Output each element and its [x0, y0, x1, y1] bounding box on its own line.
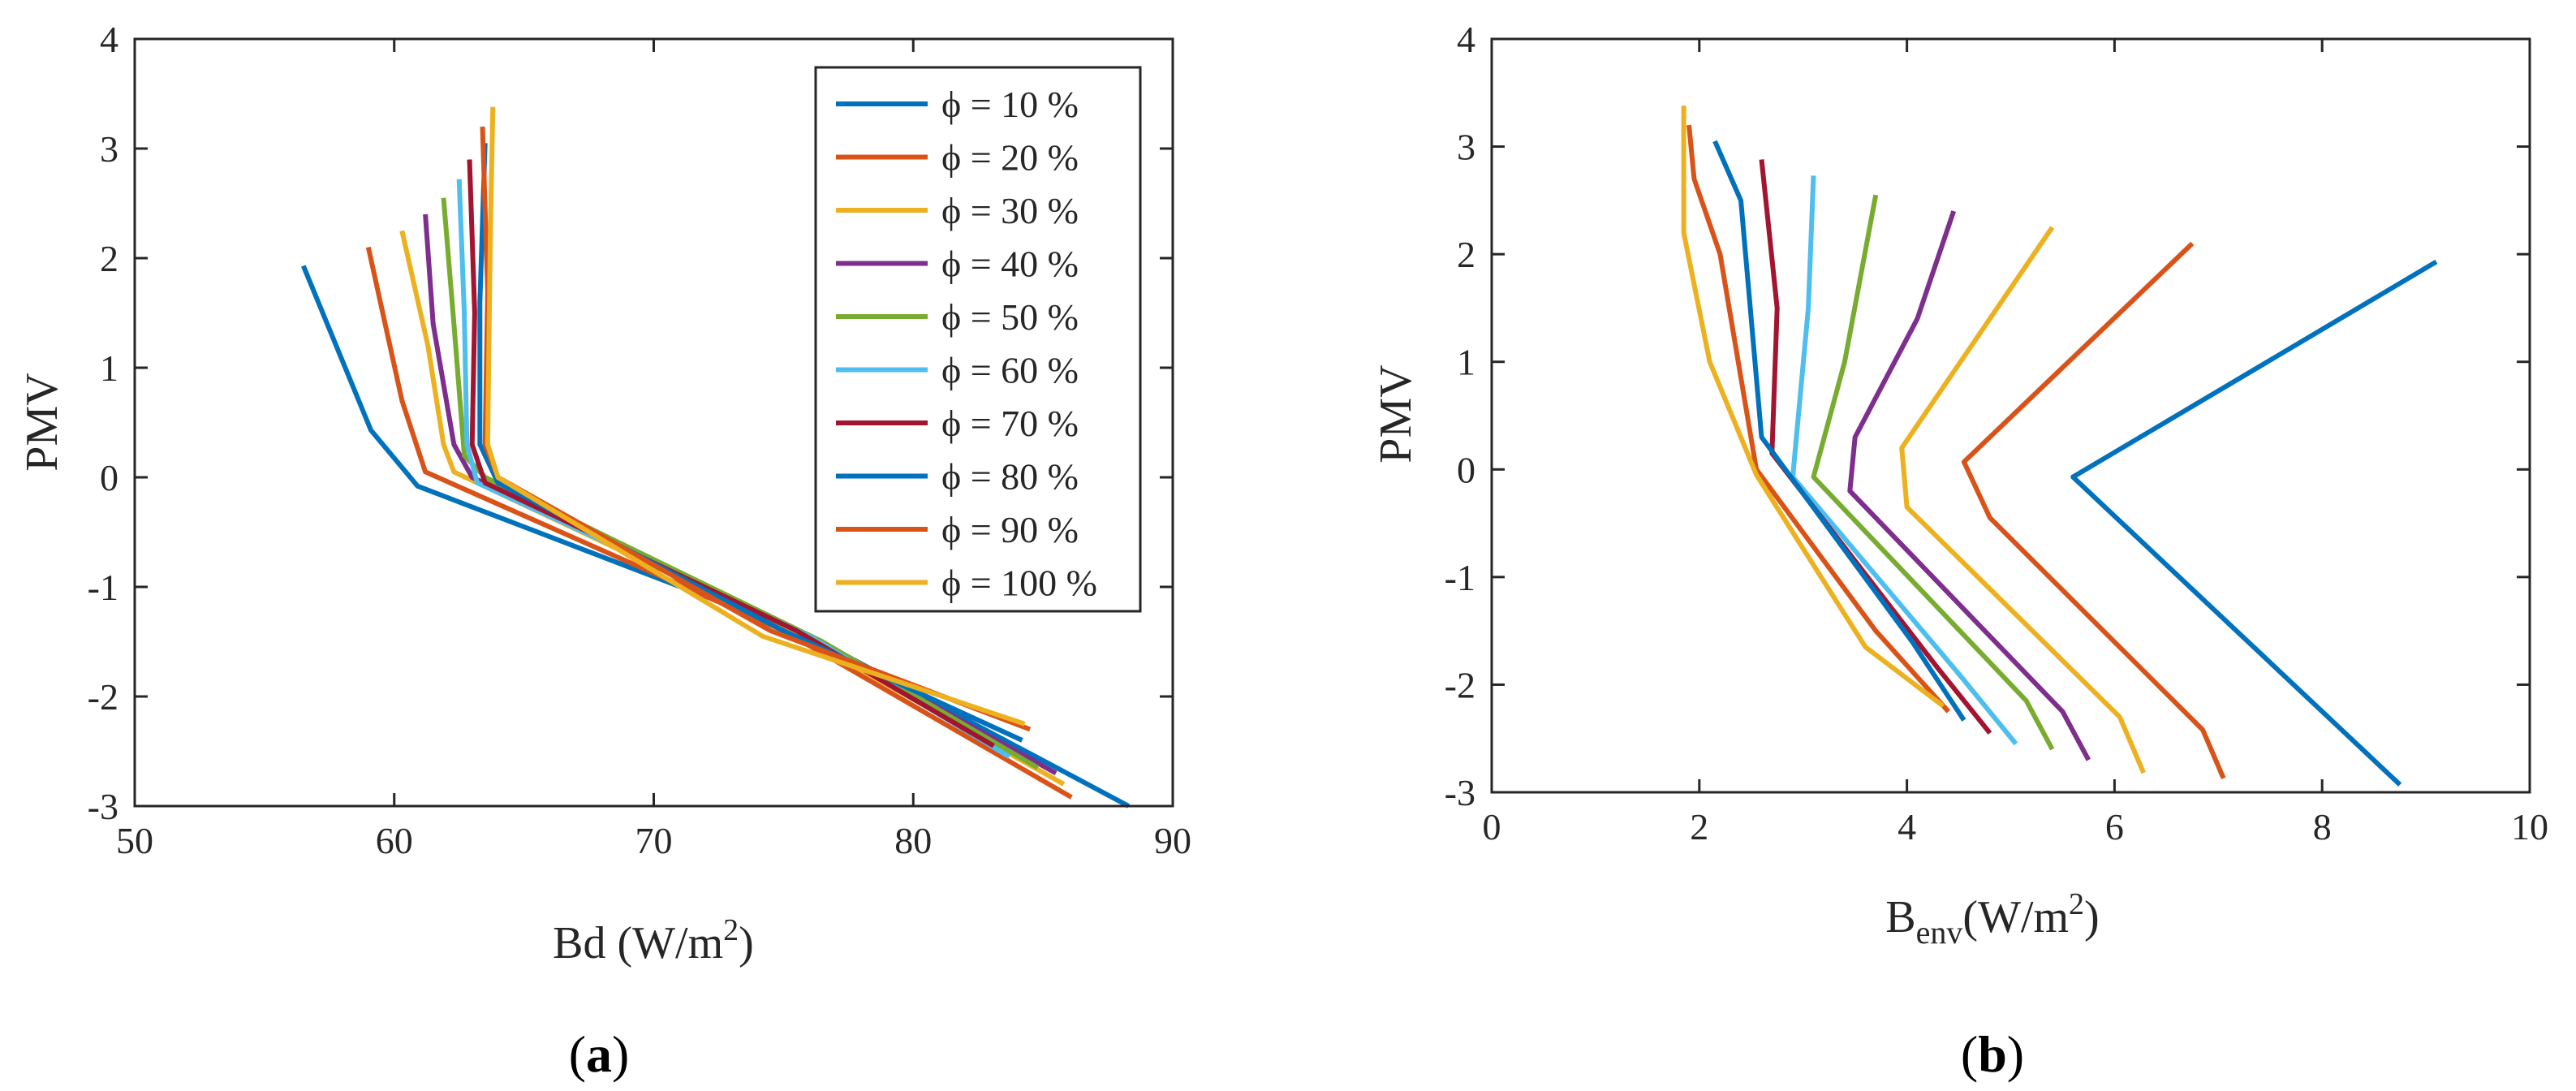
y-tick-label-b: 1: [1457, 342, 1475, 383]
series-line-b-8: [1712, 140, 1966, 722]
legend-label: ϕ = 100 %: [941, 563, 1097, 604]
series-lines-b: [1681, 106, 2438, 787]
legend: ϕ = 10 % ϕ = 20 % ϕ = 30 % ϕ = 40 % ϕ = 50 %…: [814, 66, 1142, 613]
y-tick-label-b: 0: [1457, 449, 1475, 490]
x-tick-label-b: 4: [1898, 806, 1916, 847]
legend-items: ϕ = 10 % ϕ = 20 % ϕ = 30 % ϕ = 40 % ϕ = 50 %…: [836, 84, 1097, 604]
x-tick-label-a: 70: [635, 820, 673, 861]
series-line-a-10: [485, 106, 1026, 727]
series-line-b-3: [1899, 226, 2146, 774]
y-tick-label-a: -1: [88, 567, 118, 608]
y-tick-label-b: -2: [1445, 664, 1475, 705]
legend-label: ϕ = 90 %: [941, 509, 1079, 550]
y-tick-label-a: 0: [100, 457, 118, 498]
series-lines-a: [301, 106, 1131, 809]
y-tick-label-b: -3: [1445, 772, 1475, 813]
chart-b: 0 2 4 6 8 10 -3 -2 -1 0 1 2 3 4 Benv(W/m2) PMV (b): [1371, 19, 2548, 1083]
series-line-b-9: [1686, 124, 1951, 714]
y-tick-label-b: 2: [1457, 234, 1475, 275]
x-tick-label-b: 0: [1483, 806, 1501, 847]
y-tick-label-a: -3: [88, 786, 118, 827]
series-line-b-10: [1681, 106, 1945, 709]
x-tick-label-b: 8: [2313, 806, 2332, 847]
x-tick-label-b: 6: [2105, 806, 2124, 847]
panel-label-b: (b): [1961, 1025, 2024, 1083]
x-tick-label-a: 80: [894, 820, 932, 861]
legend-label: ϕ = 10 %: [941, 84, 1079, 125]
y-axis-label-b: PMV: [1371, 364, 1421, 463]
legend-label: ϕ = 20 %: [941, 137, 1079, 179]
legend-label: ϕ = 80 %: [941, 456, 1079, 498]
x-tick-label-b: 2: [1690, 806, 1708, 847]
ticks-a: [133, 37, 1174, 808]
series-line-b-1: [2070, 259, 2438, 787]
y-tick-label-b: -1: [1445, 557, 1475, 598]
series-line-b-5: [1811, 194, 2055, 751]
x-tick-label-a: 90: [1154, 820, 1191, 861]
y-tick-label-a: 2: [100, 238, 118, 279]
plot-frame-b: [1490, 37, 2531, 794]
y-tick-label-a: 1: [100, 347, 118, 389]
y-tick-label-a: 3: [100, 128, 118, 170]
y-tick-label-b: 4: [1457, 19, 1475, 60]
tick-labels-b: 0 2 4 6 8 10 -3 -2 -1 0 1 2 3 4: [1445, 19, 2548, 847]
x-tick-label-b: 10: [2511, 806, 2548, 847]
legend-label: ϕ = 50 %: [941, 296, 1079, 338]
x-axis-label-a: Bd (W/m2): [553, 913, 754, 968]
series-line-a-2: [365, 246, 1073, 800]
y-tick-label-b: 3: [1457, 127, 1475, 168]
y-tick-label-a: -2: [88, 676, 118, 718]
y-axis-label-a: PMV: [17, 373, 67, 471]
legend-label: ϕ = 30 %: [941, 190, 1079, 231]
ticks-b: [1490, 37, 2531, 794]
x-tick-label-a: 60: [376, 820, 413, 861]
y-tick-label-a: 4: [100, 19, 118, 60]
legend-label: ϕ = 70 %: [941, 403, 1079, 444]
panel-label-a: (a): [569, 1025, 630, 1083]
legend-label: ϕ = 60 %: [941, 350, 1079, 391]
legend-label: ϕ = 40 %: [941, 244, 1079, 285]
x-tick-label-a: 50: [116, 820, 153, 861]
x-axis-label-b: Benv(W/m2): [1885, 887, 2099, 951]
series-line-b-2: [1961, 241, 2226, 779]
tick-labels-a: 50 60 70 80 90 -3 -2 -1 0 1 2 3 4: [88, 19, 1191, 861]
series-line-b-4: [1847, 210, 2091, 761]
